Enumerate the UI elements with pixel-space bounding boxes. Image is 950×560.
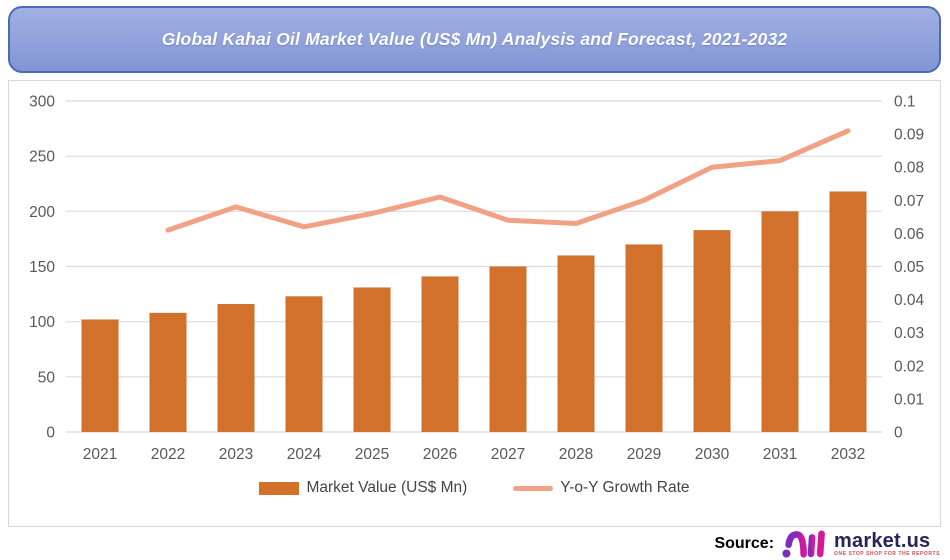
x-tick-label-2026: 2026 — [423, 446, 457, 463]
x-tick-label-2031: 2031 — [763, 446, 797, 463]
chart-title-banner: Global Kahai Oil Market Value (US$ Mn) A… — [8, 6, 941, 73]
bar-2027 — [489, 266, 527, 432]
x-tick-label-2023: 2023 — [219, 446, 253, 463]
x-tick-label-2027: 2027 — [491, 446, 525, 463]
y-right-tick-label: 0.08 — [894, 160, 924, 177]
y-left-tick-label: 150 — [29, 259, 55, 276]
line-swatch-icon — [513, 485, 554, 491]
y-right-tick-label: 0.09 — [894, 127, 924, 144]
x-tick-label-2029: 2029 — [627, 446, 661, 463]
y-right-tick-label: 0.1 — [894, 94, 916, 111]
y-right-tick-label: 0 — [894, 425, 903, 442]
y-left-tick-label: 0 — [46, 425, 55, 442]
bar-2024 — [285, 296, 323, 432]
marketus-logo-icon — [782, 530, 825, 558]
bars — [81, 191, 867, 432]
x-tick-label-2028: 2028 — [559, 446, 593, 463]
legend-item-market-value: Market Value (US$ Mn) — [259, 479, 467, 497]
source-label: Source: — [714, 535, 775, 552]
y-right-tick-label: 0.07 — [894, 193, 924, 210]
bar-swatch-icon — [259, 481, 300, 495]
y-left-tick-label: 250 — [29, 149, 55, 166]
y-left-tick-label: 100 — [29, 314, 55, 331]
source-footer: Source: market.us ONE STOP SHOP FOR THE … — [714, 529, 940, 559]
x-tick-label-2025: 2025 — [355, 446, 389, 463]
y-right-tick-label: 0.03 — [894, 325, 924, 342]
x-tick-label-2021: 2021 — [83, 446, 117, 463]
y-left-tick-label: 300 — [29, 94, 55, 111]
legend-label-market-value: Market Value (US$ Mn) — [306, 479, 468, 496]
bar-2028 — [557, 255, 595, 432]
bar-2031 — [761, 211, 799, 432]
y-right-tick-label: 0.02 — [894, 358, 924, 375]
bar-2021 — [81, 319, 119, 432]
bar-2029 — [625, 244, 663, 432]
x-axis: 2021 2022 2023 2024 2025 2026 2027 2028 2029 2030… — [83, 446, 865, 463]
bar-2023 — [217, 304, 255, 432]
bar-2022 — [149, 312, 187, 432]
bar-2025 — [353, 287, 391, 432]
y-right-tick-label: 0.04 — [894, 292, 925, 309]
bar-2026 — [421, 276, 459, 432]
legend-item-growth-rate: Y-o-Y Growth Rate — [513, 479, 690, 497]
growth-rate-line — [165, 128, 851, 233]
chart-title: Global Kahai Oil Market Value (US$ Mn) A… — [161, 29, 788, 49]
y-right-tick-label: 0.05 — [894, 259, 924, 276]
y-right-tick-label: 0.01 — [894, 391, 924, 408]
chart-legend: Market Value (US$ Mn) Y-o-Y Growth Rate — [9, 479, 940, 497]
bar-2032 — [829, 191, 867, 432]
x-tick-label-2032: 2032 — [831, 446, 865, 463]
y-right-tick-label: 0.06 — [894, 226, 924, 243]
x-tick-label-2030: 2030 — [695, 446, 730, 463]
chart-area: 0 50 100 150 200 250 300 0 0.01 0.02 0.03 0.04 0.05 0… — [8, 80, 941, 527]
chart-canvas: 05010015020025030000.010.020.030.040.050… — [29, 94, 925, 464]
brand-name: market.us — [834, 529, 931, 552]
y-left-tick-label: 200 — [29, 204, 55, 221]
brand-block: market.us ONE STOP SHOP FOR THE REPORTS — [834, 531, 940, 558]
y-left-tick-label: 50 — [38, 369, 56, 386]
y-axis-left: 0 50 100 150 200 250 300 — [29, 94, 55, 442]
legend-label-growth-rate: Y-o-Y Growth Rate — [560, 479, 690, 496]
y-axis-right: 0 0.01 0.02 0.03 0.04 0.05 0.06 0.07 0.08 0.09 0.1 — [894, 94, 925, 442]
x-tick-label-2024: 2024 — [287, 446, 322, 463]
gridlines — [66, 100, 882, 433]
bar-2030 — [693, 230, 731, 432]
x-tick-label-2022: 2022 — [151, 446, 185, 463]
brand-tagline: ONE STOP SHOP FOR THE REPORTS — [834, 551, 940, 558]
